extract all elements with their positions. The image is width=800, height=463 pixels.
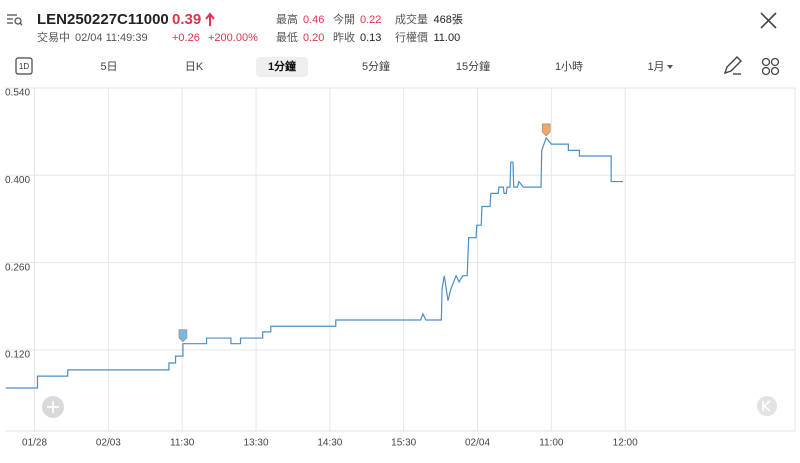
add-button[interactable]: [42, 396, 64, 418]
tab[interactable]: 15分鐘: [456, 59, 490, 73]
back-to-latest-button[interactable]: [757, 396, 777, 416]
tab-label: 15分鐘: [456, 59, 490, 73]
tab-label: 1小時: [555, 60, 583, 73]
draw-tool-icon[interactable]: [723, 56, 742, 75]
tab-label: 1月: [647, 61, 664, 73]
menu-search-icon[interactable]: [7, 14, 23, 26]
price-line: [5, 136, 623, 389]
stat-label: 昨收: [333, 30, 355, 44]
stat-value: 468張: [434, 13, 463, 26]
tab-label: 5日: [100, 61, 117, 73]
layout-icon[interactable]: [761, 57, 780, 76]
tab[interactable]: 1D: [15, 57, 33, 75]
stat-label: 最低: [276, 31, 298, 44]
stat-value: 0.22: [360, 14, 381, 26]
tab-icon-box: [15, 57, 33, 75]
trade-marker: [541, 123, 551, 137]
x-tick-label: 14:30: [317, 438, 342, 449]
x-tick-label: 02/04: [465, 438, 490, 449]
change-percent: +200.00%: [208, 32, 258, 44]
x-tick-label: 12:00: [613, 438, 638, 449]
tab[interactable]: 1月: [647, 61, 673, 73]
stat-value: 0.46: [303, 14, 324, 26]
price: 0.39: [172, 11, 201, 28]
tab[interactable]: 日K: [185, 61, 204, 73]
tab[interactable]: 1小時: [555, 60, 583, 73]
tab[interactable]: 1分鐘: [256, 57, 308, 77]
stat-label: 今開: [333, 12, 355, 26]
x-tick-label: 11:00: [539, 438, 564, 449]
stat-value: 0.13: [360, 32, 381, 44]
stat-value: 0.20: [303, 32, 324, 44]
change: +0.26: [172, 32, 200, 44]
tab-label: 1D: [19, 62, 29, 71]
price-up-arrow: [205, 12, 215, 26]
symbol: LEN250227C11000: [37, 11, 169, 28]
tab[interactable]: 5日: [100, 61, 117, 73]
x-tick-label: 13:30: [244, 438, 269, 449]
trade-marker: [178, 329, 188, 343]
tab[interactable]: 5分鐘: [362, 59, 390, 73]
tab-selected-bg: [256, 57, 308, 77]
tab-label: 5分鐘: [362, 59, 390, 73]
x-tick-label: 02/03: [96, 438, 121, 449]
x-tick-label: 15:30: [391, 438, 416, 449]
x-tick-label: 01/28: [22, 438, 47, 449]
y-tick-label: 0.120: [5, 350, 30, 361]
y-tick-label: 0.260: [5, 262, 30, 273]
tab-label: 1分鐘: [268, 59, 296, 73]
tab-label: 日K: [185, 61, 204, 73]
x-tick-label: 11:30: [170, 438, 195, 449]
stat-label: 成交量: [395, 12, 428, 26]
stat-label: 最高: [276, 12, 298, 26]
status: 交易中: [37, 30, 70, 44]
stat-label: 行權價: [395, 30, 428, 44]
y-tick-label: 0.540: [5, 88, 30, 99]
close-button[interactable]: [760, 12, 777, 29]
y-tick-label: 0.400: [5, 175, 30, 186]
dropdown-caret: [667, 65, 673, 69]
stat-value: 11.00: [434, 32, 461, 44]
timestamp: 02/04 11:49:39: [75, 32, 148, 44]
